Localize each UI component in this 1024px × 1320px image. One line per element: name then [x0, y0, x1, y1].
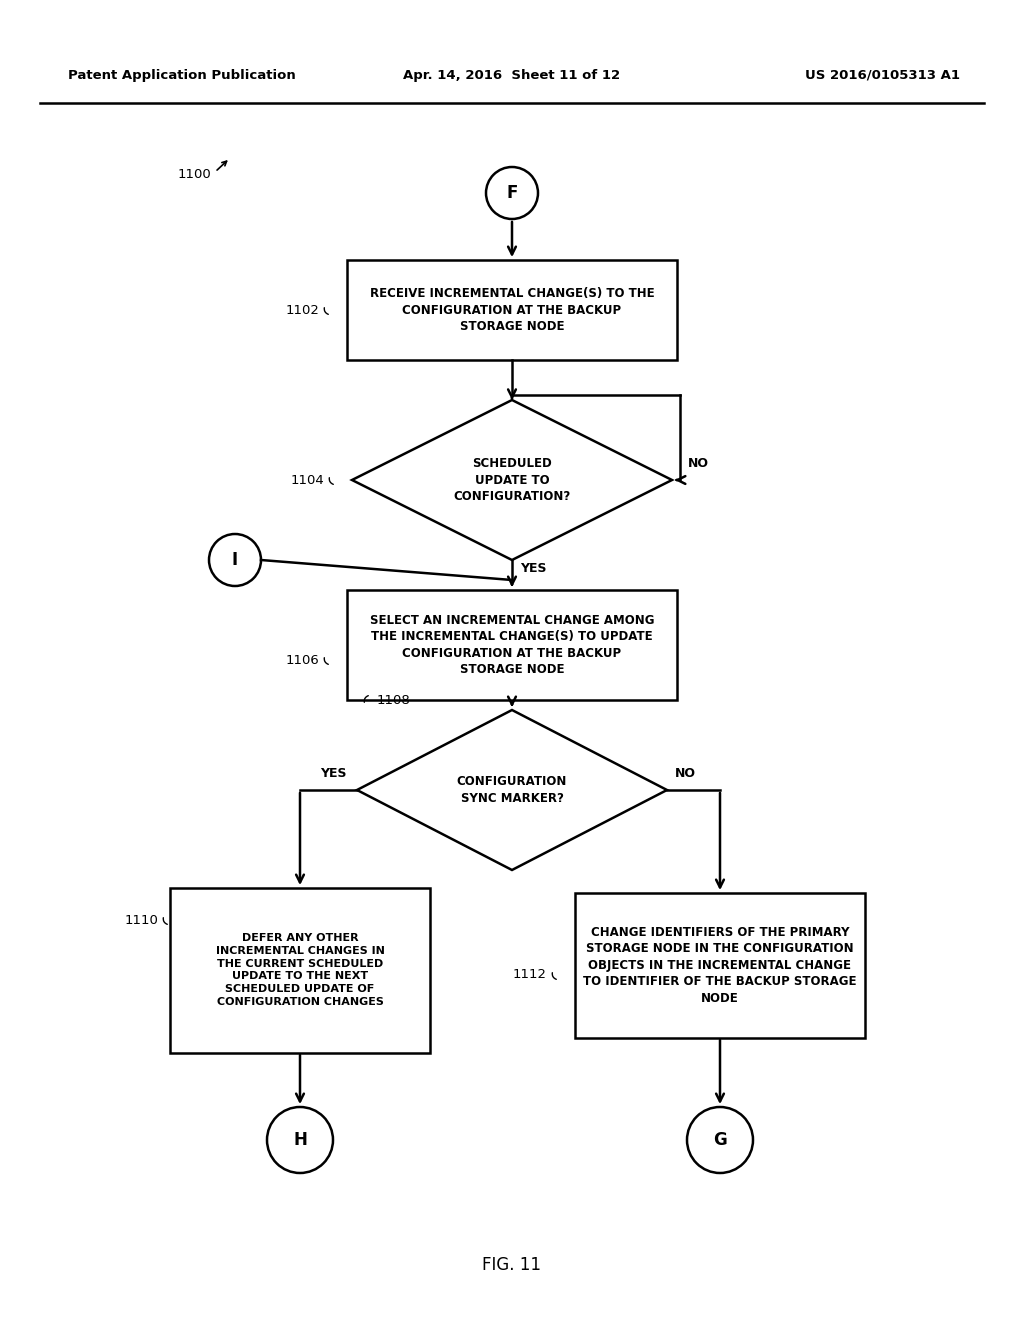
Bar [347, 260, 677, 360]
Text: 1110: 1110 [124, 913, 158, 927]
Text: G: G [713, 1131, 727, 1148]
Bar [575, 892, 865, 1038]
Text: 1112: 1112 [513, 969, 547, 982]
Text: F: F [506, 183, 518, 202]
Text: 1102: 1102 [285, 304, 319, 317]
Text: YES: YES [321, 767, 347, 780]
Text: CONFIGURATION
SYNC MARKER?: CONFIGURATION SYNC MARKER? [457, 775, 567, 805]
Text: 1108: 1108 [377, 693, 411, 706]
Text: I: I [232, 550, 238, 569]
Text: 1100: 1100 [178, 169, 212, 181]
Text: Apr. 14, 2016  Sheet 11 of 12: Apr. 14, 2016 Sheet 11 of 12 [403, 69, 621, 82]
Bar [347, 590, 677, 700]
Text: Patent Application Publication: Patent Application Publication [68, 69, 296, 82]
Text: RECEIVE INCREMENTAL CHANGE(S) TO THE
CONFIGURATION AT THE BACKUP
STORAGE NODE: RECEIVE INCREMENTAL CHANGE(S) TO THE CON… [370, 286, 654, 333]
Text: NO: NO [675, 767, 696, 780]
Text: NO: NO [688, 457, 709, 470]
Text: 1104: 1104 [290, 474, 324, 487]
Text: YES: YES [520, 562, 547, 576]
Text: H: H [293, 1131, 307, 1148]
Text: SELECT AN INCREMENTAL CHANGE AMONG
THE INCREMENTAL CHANGE(S) TO UPDATE
CONFIGURA: SELECT AN INCREMENTAL CHANGE AMONG THE I… [370, 614, 654, 676]
Text: DEFER ANY OTHER
INCREMENTAL CHANGES IN
THE CURRENT SCHEDULED
UPDATE TO THE NEXT
: DEFER ANY OTHER INCREMENTAL CHANGES IN T… [216, 933, 384, 1007]
Text: CHANGE IDENTIFIERS OF THE PRIMARY
STORAGE NODE IN THE CONFIGURATION
OBJECTS IN T: CHANGE IDENTIFIERS OF THE PRIMARY STORAG… [584, 925, 857, 1005]
Bar [170, 887, 430, 1052]
Text: SCHEDULED
UPDATE TO
CONFIGURATION?: SCHEDULED UPDATE TO CONFIGURATION? [454, 457, 570, 503]
Text: 1106: 1106 [286, 653, 319, 667]
Text: FIG. 11: FIG. 11 [482, 1257, 542, 1274]
Text: US 2016/0105313 A1: US 2016/0105313 A1 [805, 69, 961, 82]
